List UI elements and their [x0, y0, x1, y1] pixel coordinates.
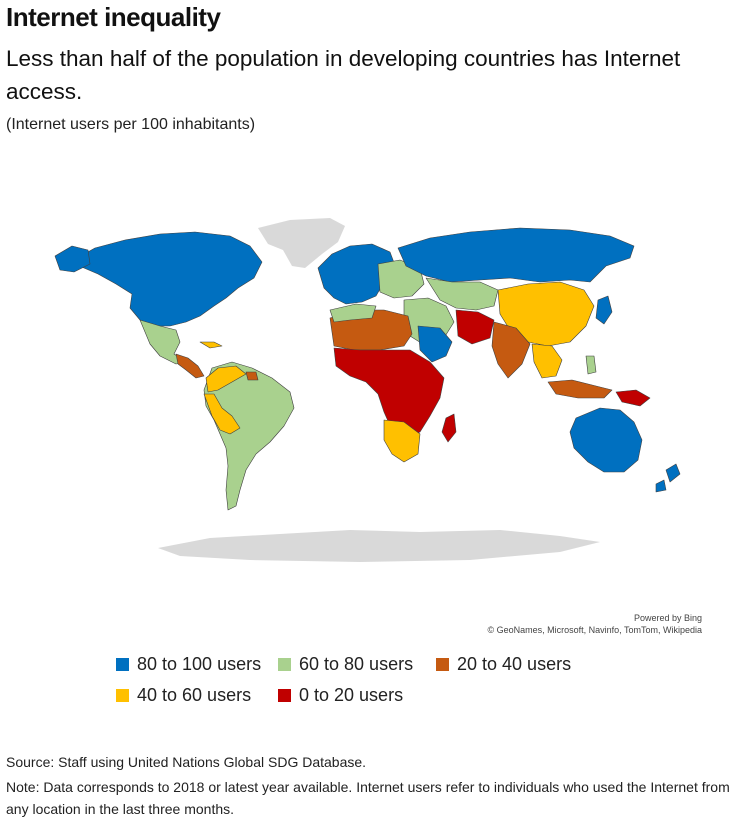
unit-note: (Internet users per 100 inhabitants): [6, 116, 256, 133]
footnote: Note: Data corresponds to 2018 or latest…: [6, 779, 730, 817]
region-png: [615, 389, 651, 407]
legend-swatch: [116, 689, 129, 702]
legend-label: 40 to 60 users: [137, 685, 252, 705]
legend-label: 0 to 20 users: [299, 685, 404, 705]
map-credit-powered: Powered by Bing: [633, 613, 702, 623]
legend-item: 60 to 80 users: [278, 654, 413, 675]
world-map-svg: [54, 218, 681, 562]
region-south-west-asia: [455, 309, 495, 345]
legend-label: 20 to 40 users: [457, 654, 572, 674]
region-southeast-asia: [531, 343, 563, 379]
region-caribbean: [199, 341, 223, 349]
legend-label: 80 to 100 users: [137, 654, 262, 674]
region-japan-korea: [595, 295, 613, 325]
region-arabia: [417, 325, 453, 363]
legend-item: 40 to 60 users: [116, 685, 251, 706]
legend-swatch: [116, 658, 129, 671]
region-greenland: [258, 218, 345, 268]
region-russia: [397, 227, 635, 283]
legend-item: 80 to 100 users: [116, 654, 261, 675]
region-madagascar: [441, 413, 457, 443]
region-alaska: [54, 245, 91, 273]
world-map: [0, 150, 748, 630]
region-india: [491, 321, 531, 379]
region-philippines: [585, 355, 597, 375]
legend-swatch: [436, 658, 449, 671]
region-guianas: [245, 371, 259, 381]
legend-item: 0 to 20 users: [278, 685, 403, 706]
region-south-america: [203, 361, 295, 511]
region-colombia-venezuela: [205, 365, 247, 393]
legend-swatch: [278, 658, 291, 671]
region-central-asia: [425, 277, 499, 311]
legend-swatch: [278, 689, 291, 702]
chart-subtitle: Less than half of the population in deve…: [6, 46, 681, 104]
region-antarctica: [158, 530, 600, 562]
region-central-america: [175, 353, 205, 379]
legend-item: 20 to 40 users: [436, 654, 571, 675]
region-maghreb: [329, 303, 377, 323]
source-note: Source: Staff using United Nations Globa…: [6, 754, 367, 770]
map-credit-attribution: © GeoNames, Microsoft, Navinfo, TomTom, …: [487, 625, 702, 635]
region-indonesia: [547, 379, 613, 399]
region-new-zealand: [655, 463, 681, 493]
region-north-america: [69, 231, 263, 327]
region-sub-saharan-africa: [333, 347, 445, 441]
region-southern-africa: [383, 419, 421, 463]
region-australia: [569, 407, 643, 473]
legend-label: 60 to 80 users: [299, 654, 414, 674]
region-peru-bolivia: [203, 393, 241, 435]
chart-title: Internet inequality: [6, 2, 221, 32]
